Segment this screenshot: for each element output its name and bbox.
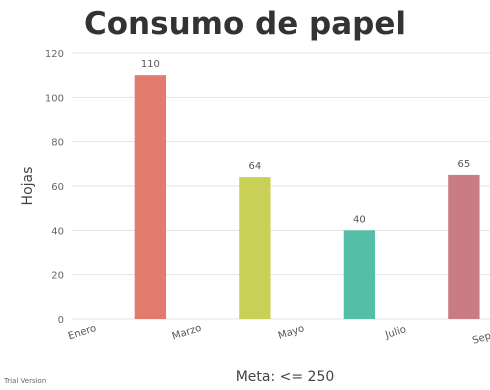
x-tick-label: Julio	[383, 324, 407, 341]
y-tick-label: 0	[58, 315, 64, 326]
x-tick-label: Mayo	[277, 323, 306, 342]
bar	[448, 174, 480, 319]
y-tick-label: 120	[45, 49, 64, 60]
y-tick-label: 20	[51, 271, 64, 282]
y-tick-label: 80	[51, 138, 64, 149]
bar	[134, 75, 167, 320]
bar-value-label: 110	[141, 59, 160, 70]
y-axis-title: Hojas	[20, 167, 36, 206]
x-tick-label: Marzo	[171, 323, 203, 343]
x-axis-title: Meta: <= 250	[236, 369, 335, 385]
bar	[239, 177, 271, 319]
y-tick-label: 40	[51, 226, 64, 237]
chart-title: Consumo de papel	[84, 6, 406, 42]
x-tick-label: Septiembre	[471, 318, 490, 346]
bar	[343, 230, 376, 319]
bar-value-label: 65	[458, 159, 471, 170]
y-tick-label: 60	[51, 182, 64, 193]
x-tick-label: Enero	[67, 323, 98, 342]
trial-watermark: Trial Version	[4, 377, 47, 385]
y-tick-label: 100	[45, 93, 64, 104]
bar-value-label: 64	[249, 161, 262, 172]
bar-value-label: 40	[353, 214, 366, 225]
